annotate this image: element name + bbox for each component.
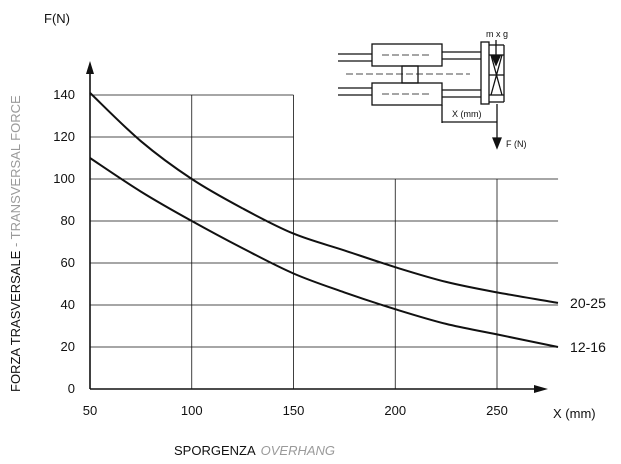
grid: [90, 94, 559, 389]
y-tick-label-120: 120: [53, 129, 75, 144]
shaft-centerline: [346, 54, 470, 95]
x-axis-title-en: OVERHANG: [261, 443, 335, 458]
y-tick-label-40: 40: [61, 297, 75, 312]
y-tick-label-0: 0: [68, 381, 75, 396]
tick-labels: 0 20 40 60 80 100 120 140 50 100 150 200 250: [53, 87, 508, 418]
y-tick-label-100: 100: [53, 171, 75, 186]
x-axis-title: SPORGENZA OVERHANG: [174, 443, 335, 458]
shaft-body: [338, 40, 505, 150]
series-label-20-25: 20-25: [570, 295, 606, 311]
axes: [86, 61, 548, 393]
series-line-12-16: [89, 157, 559, 348]
force-label: F (N): [506, 139, 527, 149]
distance-label: X (mm): [452, 109, 482, 119]
shaft-diagram: [338, 40, 505, 150]
y-unit-label: F(N): [44, 11, 70, 26]
y-axis-title-separator: -: [8, 239, 23, 250]
x-tick-label-50: 50: [83, 403, 97, 418]
x-tick-label-150: 150: [283, 403, 305, 418]
y-axis-title-it: FORZA TRASVERSALE: [8, 250, 23, 392]
x-axis-arrow: [534, 385, 548, 393]
x-tick-label-200: 200: [384, 403, 406, 418]
y-axis-title: FORZA TRASVERSALE - TRANSVERSAL FORCE: [8, 95, 23, 392]
x-tick-label-250: 250: [486, 403, 508, 418]
y-axis-title-en: TRANSVERSAL FORCE: [8, 95, 23, 239]
series: 20-25 12-16: [89, 92, 606, 355]
x-axis-title-it: SPORGENZA: [174, 443, 256, 458]
x-tick-label-100: 100: [181, 403, 203, 418]
x-unit-label: X (mm): [553, 406, 596, 421]
y-tick-label-60: 60: [61, 255, 75, 270]
series-line-20-25: [89, 92, 559, 304]
y-tick-label-20: 20: [61, 339, 75, 354]
series-label-12-16: 12-16: [570, 339, 606, 355]
mass-label: m x g: [486, 29, 508, 39]
y-axis-arrow: [86, 61, 94, 74]
y-tick-label-140: 140: [53, 87, 75, 102]
y-tick-label-80: 80: [61, 213, 75, 228]
